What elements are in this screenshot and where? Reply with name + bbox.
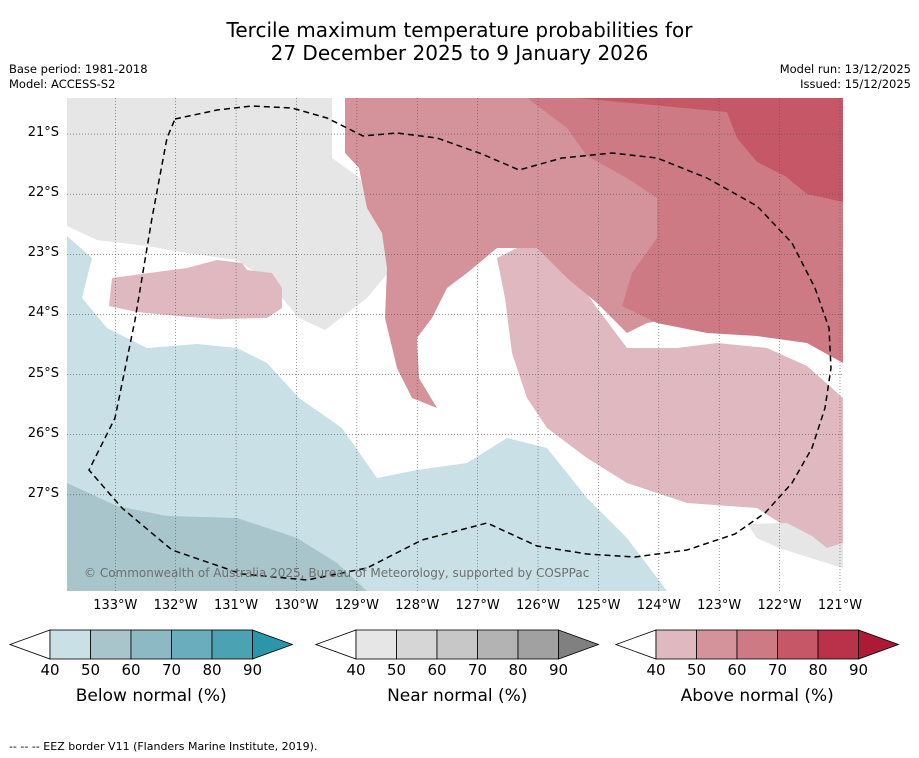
colorbar-segment: [171, 629, 213, 660]
colorbar-tick-label: 70: [161, 661, 182, 679]
colorbar-segment: [655, 629, 697, 660]
x-tick-label: 121°W: [817, 598, 863, 613]
colorbar-title: Above normal (%): [680, 686, 834, 706]
colorbar-tick-label: 50: [80, 661, 101, 679]
colorbar-tick-label: 90: [548, 661, 569, 679]
x-tick-label: 130°W: [274, 598, 319, 613]
colorbar-tick-label: 40: [40, 661, 60, 679]
y-tick-label: 26°S: [27, 425, 59, 441]
region-above-normal-40-50: [497, 238, 843, 548]
colorbar-extend-low: [9, 629, 51, 660]
colorbar-segment: [90, 629, 132, 660]
colorbar-tick-label: 40: [646, 661, 666, 679]
colorbar-tick-label: 80: [202, 661, 222, 679]
eez-border: [88, 105, 832, 581]
colorbar-1: [9, 629, 294, 660]
colorbar-segment: [355, 629, 397, 660]
colorbar-3: [615, 629, 900, 660]
x-tick-label: 124°W: [636, 598, 681, 613]
colorbar-tick-label: 60: [427, 661, 447, 679]
colorbar-tick-label: 50: [686, 661, 707, 679]
colorbar-tick-label: 80: [808, 661, 828, 679]
colorbar-segment: [211, 629, 253, 660]
model-run: Model run: 13/12/2025: [779, 62, 911, 76]
colorbar-2: [315, 629, 600, 660]
region-below-normal-50-60: [67, 483, 367, 591]
colorbar-segment: [817, 629, 859, 660]
region-above-normal-40-50: [109, 260, 282, 319]
x-tick-label: 125°W: [576, 598, 621, 613]
copyright-notice: © Commonwealth of Australia 2025, Bureau…: [84, 566, 589, 580]
x-tick-label: 133°W: [93, 598, 138, 613]
chart-title-line-1: Tercile maximum temperature probabilitie…: [226, 18, 693, 42]
colorbar-tick-label: 80: [508, 661, 528, 679]
region-above-normal-70-80: [577, 98, 843, 202]
model-name: Model: ACCESS-S2: [9, 77, 116, 91]
base-period: Base period: 1981-2018: [9, 62, 148, 76]
region-near-normal-south-east: [747, 523, 843, 568]
x-tick-label: 123°W: [697, 598, 742, 613]
colorbar-tick-label: 50: [386, 661, 407, 679]
map-canvas: © Commonwealth of Australia 2025, Bureau…: [67, 98, 843, 591]
y-tick-label: 22°S: [27, 185, 59, 201]
region-near-normal-40-50: [67, 98, 392, 330]
x-tick-label: 132°W: [153, 598, 198, 613]
x-tick-label: 126°W: [515, 598, 561, 613]
y-tick-label: 23°S: [27, 245, 59, 261]
colorbar-segment: [130, 629, 172, 660]
x-tick-label: 128°W: [395, 598, 440, 613]
colorbar-title: Below normal (%): [75, 686, 227, 706]
colorbar-tick-label: 40: [346, 661, 366, 679]
x-tick-label: 129°W: [334, 598, 379, 613]
colorbar-extend-high: [858, 629, 900, 660]
colorbar-segment: [696, 629, 738, 660]
colorbar-segment: [517, 629, 559, 660]
colorbar-extend-high: [252, 629, 294, 660]
colorbar-tick-label: 90: [848, 661, 869, 679]
colorbar-segment: [736, 629, 778, 660]
colorbar-segment: [436, 629, 478, 660]
colorbar-extend-high: [558, 629, 600, 660]
probability-map: © Commonwealth of Australia 2025, Bureau…: [67, 98, 843, 591]
colorbar-segment: [396, 629, 438, 660]
colorbar-segment: [777, 629, 819, 660]
colorbar-segment: [477, 629, 519, 660]
colorbar-tick-label: 60: [727, 661, 747, 679]
x-tick-label: 122°W: [757, 598, 802, 613]
eez-footnote: -- -- -- EEZ border V11 (Flanders Marine…: [9, 740, 318, 753]
y-tick-label: 25°S: [27, 365, 59, 381]
region-below-normal-40-50: [67, 236, 667, 591]
colorbar-segment: [49, 629, 91, 660]
colorbar-extend-low: [615, 629, 657, 660]
x-tick-label: 127°W: [455, 598, 500, 613]
y-tick-label: 24°S: [27, 305, 59, 321]
colorbar-extend-low: [315, 629, 357, 660]
colorbar-tick-label: 70: [767, 661, 788, 679]
colorbar-tick-label: 70: [467, 661, 488, 679]
x-tick-label: 131°W: [213, 598, 259, 613]
y-tick-label: 27°S: [27, 485, 59, 501]
y-tick-label: 21°S: [27, 125, 59, 141]
colorbar-tick-label: 60: [121, 661, 141, 679]
colorbar-title: Near normal (%): [387, 686, 528, 706]
chart-title-line-2: 27 December 2025 to 9 January 2026: [270, 41, 649, 65]
colorbar-tick-label: 90: [242, 661, 263, 679]
issued-date: Issued: 15/12/2025: [800, 77, 911, 91]
